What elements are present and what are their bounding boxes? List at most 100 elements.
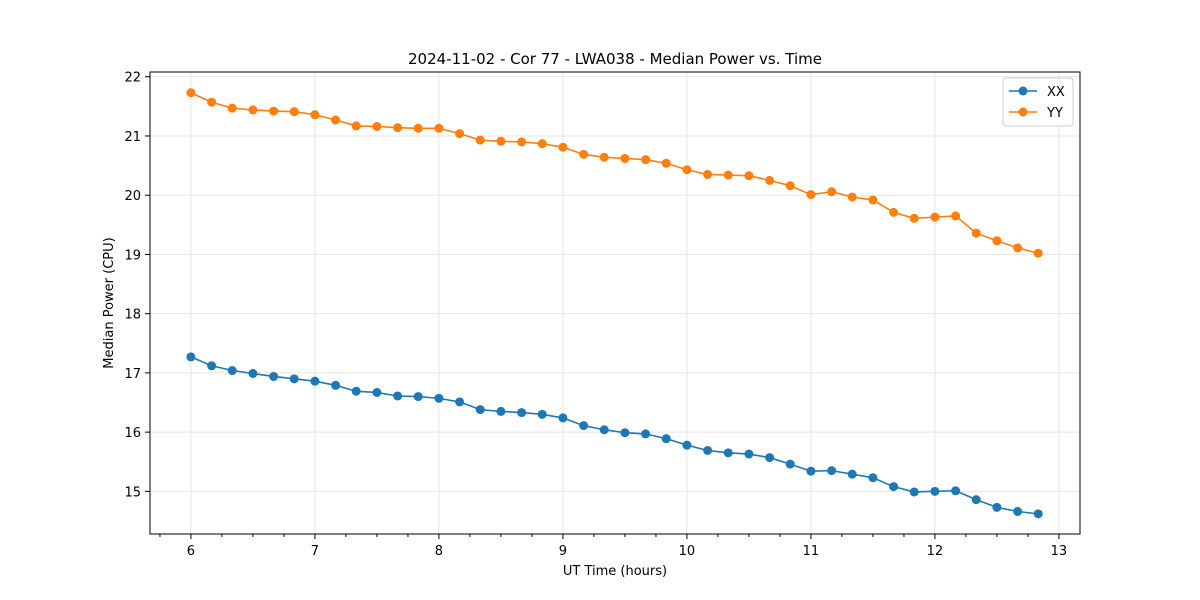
data-point-yy bbox=[227, 103, 237, 113]
data-point-xx bbox=[1033, 509, 1043, 519]
x-axis-label: UT Time (hours) bbox=[563, 564, 667, 579]
legend-label-yy: YY bbox=[1046, 106, 1063, 121]
data-point-xx bbox=[868, 473, 878, 483]
x-tick-label: 10 bbox=[679, 544, 696, 559]
x-tick-label: 12 bbox=[927, 544, 944, 559]
y-tick-label: 21 bbox=[124, 130, 141, 145]
data-point-yy bbox=[806, 190, 816, 200]
data-point-yy bbox=[785, 181, 795, 191]
legend-label-xx: XX bbox=[1047, 85, 1065, 100]
data-point-yy bbox=[723, 170, 733, 180]
y-tick-label: 20 bbox=[124, 189, 141, 204]
series-layer bbox=[186, 88, 1043, 519]
data-point-yy bbox=[889, 207, 899, 217]
data-point-xx bbox=[269, 371, 279, 381]
x-tick-label: 8 bbox=[435, 544, 443, 559]
data-point-xx bbox=[930, 486, 940, 496]
x-tick-label: 9 bbox=[559, 544, 567, 559]
data-point-yy bbox=[847, 192, 857, 202]
data-point-yy bbox=[372, 121, 382, 131]
chart-title: 2024-11-02 - Cor 77 - LWA038 - Median Po… bbox=[408, 50, 822, 68]
data-point-yy bbox=[413, 123, 423, 133]
x-tick-label: 11 bbox=[803, 544, 820, 559]
data-point-yy bbox=[269, 106, 279, 116]
data-point-xx bbox=[765, 453, 775, 463]
data-point-yy bbox=[661, 158, 671, 168]
data-point-xx bbox=[971, 495, 981, 505]
grid bbox=[150, 72, 1080, 534]
data-point-xx bbox=[207, 361, 217, 371]
data-point-xx bbox=[310, 376, 320, 386]
data-point-yy bbox=[393, 123, 403, 133]
data-point-yy bbox=[558, 142, 568, 152]
y-tick-label: 16 bbox=[124, 426, 141, 441]
data-point-yy bbox=[765, 175, 775, 185]
data-point-xx bbox=[434, 393, 444, 403]
legend: XX YY bbox=[1002, 77, 1074, 127]
data-point-xx bbox=[455, 397, 465, 407]
data-point-xx bbox=[703, 445, 713, 455]
data-point-yy bbox=[620, 153, 630, 163]
y-axis-label: Median Power (CPU) bbox=[102, 237, 117, 368]
data-point-xx bbox=[744, 449, 754, 459]
data-point-yy bbox=[455, 129, 465, 139]
data-point-xx bbox=[351, 386, 361, 396]
data-point-xx bbox=[517, 408, 527, 418]
data-point-yy bbox=[641, 155, 651, 165]
data-point-xx bbox=[827, 466, 837, 476]
data-point-xx bbox=[475, 405, 485, 415]
data-point-xx bbox=[537, 409, 547, 419]
axes: 6 7 8 9 10 11 12 13 15 16 17 18 19 20 21 22 bbox=[124, 71, 1067, 559]
data-point-yy bbox=[827, 187, 837, 197]
x-tick-label: 7 bbox=[311, 544, 319, 559]
data-point-xx bbox=[661, 434, 671, 444]
data-point-yy bbox=[1033, 248, 1043, 258]
data-point-xx bbox=[785, 459, 795, 469]
data-point-xx bbox=[641, 429, 651, 439]
data-point-xx bbox=[579, 421, 589, 431]
data-point-yy bbox=[1013, 243, 1023, 253]
plot-frame bbox=[149, 71, 1081, 535]
data-point-yy bbox=[475, 135, 485, 145]
data-point-xx bbox=[951, 486, 961, 496]
data-point-xx bbox=[806, 466, 816, 476]
legend-marker-yy bbox=[1018, 107, 1028, 117]
data-point-yy bbox=[207, 97, 217, 107]
data-point-yy bbox=[703, 169, 713, 179]
data-point-xx bbox=[599, 425, 609, 435]
data-point-xx bbox=[889, 482, 899, 492]
data-point-xx bbox=[331, 380, 341, 390]
data-point-xx bbox=[558, 413, 568, 423]
data-point-xx bbox=[496, 406, 506, 416]
data-point-xx bbox=[186, 352, 196, 362]
data-point-xx bbox=[847, 469, 857, 479]
data-point-yy bbox=[434, 123, 444, 133]
data-point-yy bbox=[351, 121, 361, 131]
data-point-xx bbox=[289, 374, 299, 384]
legend-marker-xx bbox=[1018, 86, 1028, 96]
data-point-yy bbox=[682, 165, 692, 175]
x-tick-label: 13 bbox=[1051, 544, 1068, 559]
data-point-yy bbox=[517, 137, 527, 147]
data-point-xx bbox=[620, 428, 630, 438]
data-point-yy bbox=[951, 211, 961, 221]
data-point-yy bbox=[909, 213, 919, 223]
data-point-yy bbox=[248, 105, 258, 115]
data-point-yy bbox=[289, 107, 299, 117]
data-point-yy bbox=[744, 171, 754, 181]
data-point-xx bbox=[909, 487, 919, 497]
data-point-xx bbox=[393, 391, 403, 401]
data-point-xx bbox=[227, 366, 237, 376]
data-point-yy bbox=[579, 149, 589, 159]
y-tick-label: 19 bbox=[124, 248, 141, 263]
data-point-xx bbox=[1013, 506, 1023, 516]
data-point-yy bbox=[331, 115, 341, 125]
data-point-yy bbox=[186, 88, 196, 98]
data-point-xx bbox=[682, 440, 692, 450]
data-point-yy bbox=[930, 212, 940, 222]
data-point-xx bbox=[723, 448, 733, 458]
y-tick-label: 18 bbox=[124, 308, 141, 323]
data-point-xx bbox=[413, 392, 423, 402]
data-point-yy bbox=[496, 136, 506, 146]
